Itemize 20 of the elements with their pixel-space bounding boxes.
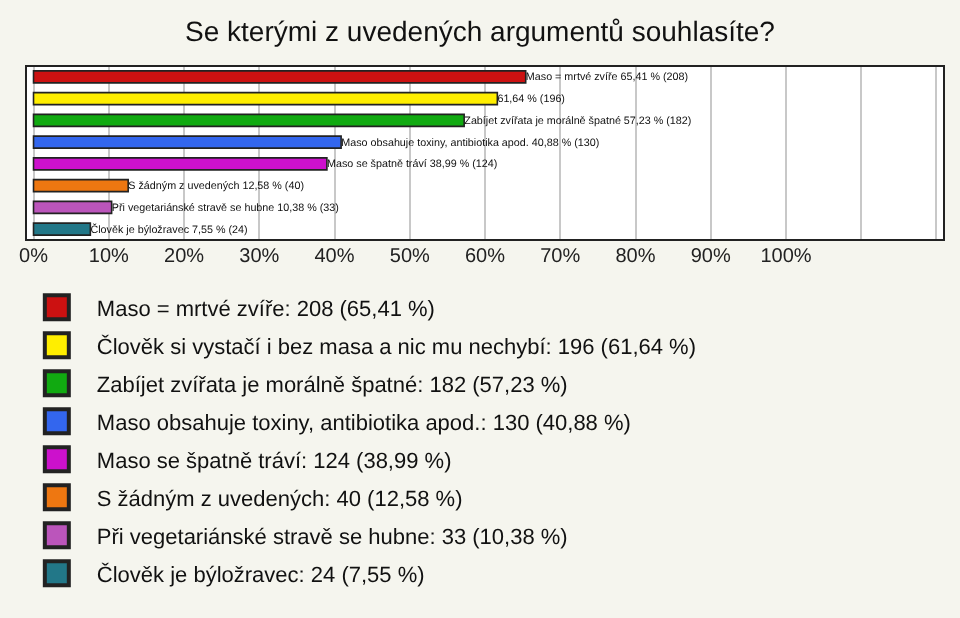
- legend-label: Člověk je býložravec: 24 (7,55 %): [96, 561, 425, 588]
- x-tick-label: 90%: [690, 246, 731, 268]
- legend-label: Člověk si vystačí i bez masa a nic mu nechybí: 196 (61,64 %): [96, 333, 696, 360]
- chart-title: Se kterými z uvedených argumentů souhlasíte?: [185, 15, 776, 48]
- x-tick-label: 10%: [88, 246, 130, 268]
- x-tick-label: 100%: [760, 246, 812, 268]
- legend-label: Při vegetariánské stravě se hubne: 33 (10,38 %): [96, 525, 568, 550]
- x-tick-label: 30%: [239, 246, 280, 268]
- x-tick-label: 80%: [615, 246, 656, 268]
- x-tick-label: 60%: [464, 246, 506, 268]
- legend-label: S žádným z uvedených: 40 (12,58 %): [96, 487, 463, 512]
- x-tick-label: 50%: [389, 246, 430, 268]
- x-tick-label: 20%: [164, 246, 205, 268]
- legend-label: Maso = mrtvé zvíře: 208 (65,41 %): [96, 297, 435, 322]
- x-tick-label: 70%: [540, 246, 581, 268]
- x-tick-label: 0%: [19, 246, 49, 268]
- legend-label: Zabíjet zvířata je morálně špatné: 182 (57,23 %): [96, 373, 568, 398]
- legend-label: Maso se špatně tráví: 124 (38,99 %): [96, 449, 452, 474]
- legend-label: Maso obsahuje toxiny, antibiotika apod.: 130 (40,88 %): [96, 411, 631, 436]
- x-tick-label: 40%: [314, 246, 355, 268]
